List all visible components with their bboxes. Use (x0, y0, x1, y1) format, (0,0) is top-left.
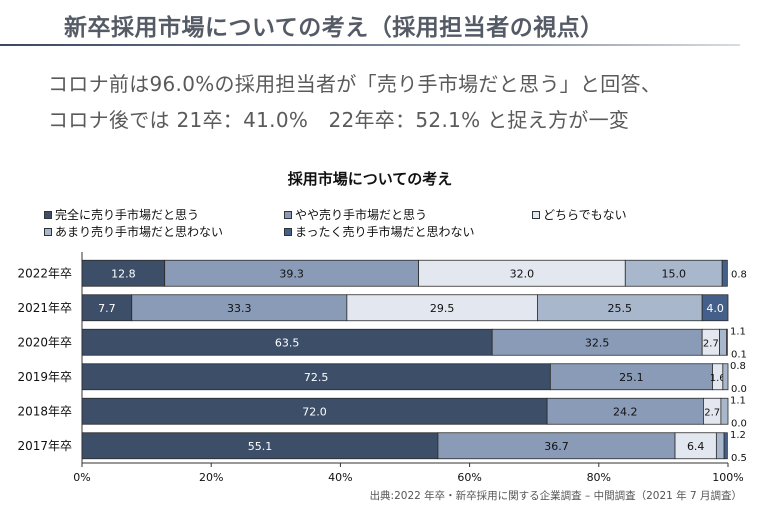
bar-segment (720, 397, 729, 425)
legend-swatch (284, 210, 292, 219)
bar-segment (726, 328, 728, 356)
data-label: 33.3 (227, 302, 252, 315)
legend-item-somewhat-sellers-market: やや売り手市場だと思う (284, 206, 427, 223)
bar-segment (721, 259, 728, 287)
bar-segment (674, 432, 717, 460)
data-label: 2.7 (703, 338, 719, 349)
bar-segment (81, 363, 551, 391)
data-label: 32.5 (585, 336, 610, 349)
data-label: 0.1 (731, 349, 747, 360)
data-label: 0.5 (731, 453, 747, 464)
data-label: 1.1 (730, 326, 746, 337)
x-tick-label: 80% (587, 471, 611, 484)
category-label: 2017年卒 (17, 439, 72, 453)
legend-swatch (284, 227, 292, 236)
bar-segment (81, 259, 166, 287)
category-label: 2019年卒 (17, 370, 72, 384)
data-label: 72.0 (302, 405, 327, 418)
legend-label: 完全に売り手市場だと思う (55, 208, 200, 222)
slide-title: 新卒採用市場についての考え（採用担当者の視点） (64, 15, 604, 41)
headline-line-1: コロナ前は96.0%の採用担当者が「売り手市場だと思う」と回答、 (48, 72, 662, 96)
source-note: 出典:2022 年卒・新卒採用に関する企業調査 – 中間調査（2021 年 7 … (369, 490, 742, 502)
data-label: 12.8 (111, 267, 136, 280)
legend-swatch (532, 210, 540, 219)
data-label: 0.0 (731, 384, 747, 395)
legend-item-fully-sellers-market: 完全に売り手市場だと思う (44, 206, 199, 223)
data-label: 32.0 (510, 267, 535, 280)
bar-segment (491, 328, 703, 356)
legend-swatch (44, 210, 52, 219)
x-tick-label: 100% (712, 471, 743, 484)
data-label: 6.4 (687, 440, 705, 453)
legend-label: どちらでもない (543, 208, 627, 222)
bar-segment (418, 259, 626, 287)
bar-segment (546, 397, 704, 425)
category-label: 2018年卒 (17, 404, 72, 418)
data-label: 2.7 (704, 407, 720, 418)
x-tick-label: 20% (199, 471, 223, 484)
data-label: 0.8 (730, 361, 746, 372)
legend-item-not-very-sellers-market: あまり売り手市場だと思わない (44, 223, 223, 240)
bar-segment (164, 259, 419, 287)
category-label: 2020年卒 (17, 335, 72, 349)
data-label: 1.1 (730, 395, 746, 406)
data-label: 1.2 (730, 430, 746, 441)
bar-segment (437, 432, 676, 460)
data-label: 39.3 (279, 267, 304, 280)
category-label: 2021年卒 (17, 301, 72, 315)
bar-segment (81, 294, 133, 322)
chart-title: 採用市場についての考え (287, 170, 453, 188)
bar-segment (81, 432, 439, 460)
data-label: 1.6 (710, 373, 726, 384)
data-label: 0.0 (731, 418, 747, 429)
bar-segment (346, 294, 538, 322)
bar-segment (719, 328, 728, 356)
data-label: 29.5 (430, 302, 455, 315)
title-divider (0, 44, 740, 46)
legend-swatch (44, 227, 52, 236)
data-label: 63.5 (275, 336, 300, 349)
data-label: 25.5 (608, 302, 633, 315)
data-label: 7.7 (98, 302, 116, 315)
x-tick-label: 40% (328, 471, 352, 484)
headline-line-2: コロナ後では 21卒：41.0% 22年卒：52.1% と捉え方が一変 (48, 108, 630, 132)
legend-label: あまり売り手市場だと思わない (55, 225, 224, 239)
bar-segment (722, 363, 729, 391)
data-label: 24.2 (613, 405, 638, 418)
legend-item-neither: どちらでもない (532, 206, 627, 223)
bar-segment (131, 294, 348, 322)
x-tick-label: 0% (73, 471, 90, 484)
data-label: 15.0 (661, 267, 686, 280)
legend-label: やや売り手市場だと思う (295, 208, 428, 222)
x-tick-label: 60% (457, 471, 481, 484)
category-label: 2022年卒 (17, 266, 72, 280)
data-label: 72.5 (304, 371, 329, 384)
bar-segment (701, 294, 729, 322)
legend-item-not-at-all-sellers-market: まったく売り手市場だと思わない (284, 223, 475, 240)
bar-segment (715, 432, 725, 460)
data-label: 4.0 (706, 302, 724, 315)
bar-segment (549, 363, 713, 391)
data-label: 55.1 (248, 440, 273, 453)
bar-segment (81, 328, 493, 356)
data-label: 36.7 (544, 440, 569, 453)
legend-label: まったく売り手市場だと思わない (295, 225, 475, 239)
data-label: 25.1 (619, 371, 644, 384)
bar-segment (723, 432, 728, 460)
bar-segment (537, 294, 703, 322)
data-label: 0.8 (731, 269, 747, 280)
chart-legend: 完全に売り手市場だと思う やや売り手市場だと思う どちらでもない あまり売り手市… (0, 206, 760, 246)
